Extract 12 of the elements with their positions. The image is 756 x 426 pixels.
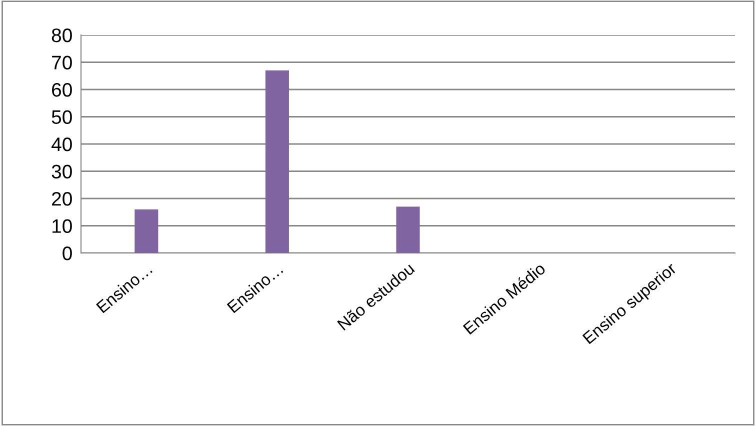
bar [265,70,289,253]
bar [134,209,158,253]
y-tick-label: 0 [62,246,72,260]
y-tick-label: 70 [52,56,72,70]
y-tick-label: 40 [51,137,72,152]
y-tick-label: 60 [52,82,72,97]
y-tick-label: 30 [52,164,72,178]
y-tick-label: 20 [52,192,72,206]
y-tick-label: 50 [52,110,72,124]
y-tick-label: 80 [52,28,72,42]
bar [396,206,420,253]
y-tick-label: 10 [52,219,72,233]
